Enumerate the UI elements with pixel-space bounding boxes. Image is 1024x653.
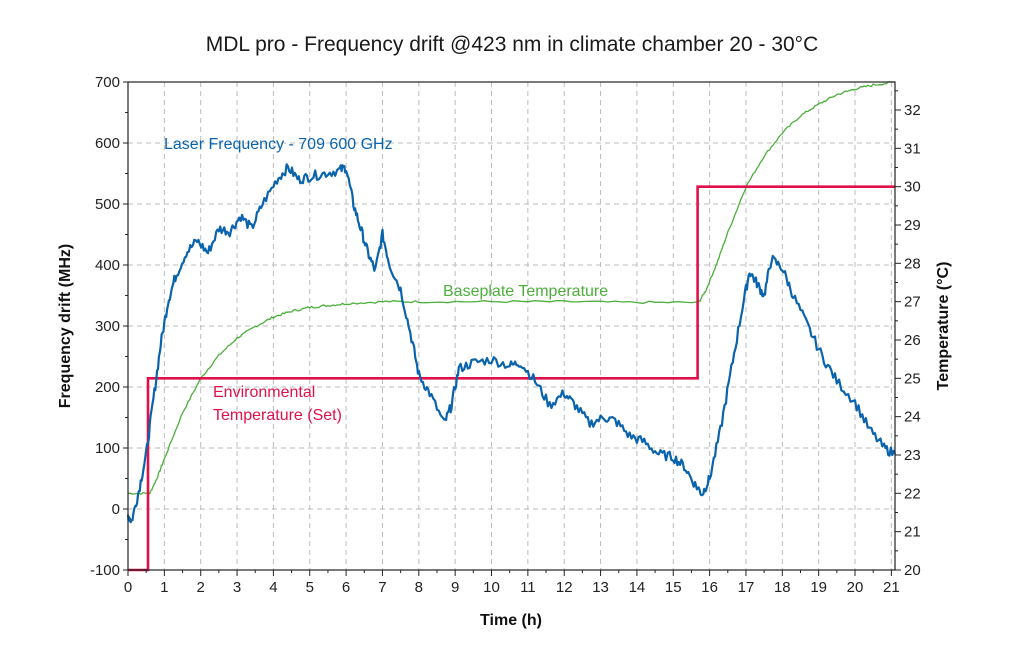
x-tick-label: 6	[342, 579, 350, 596]
y2-tick-label: 29	[904, 217, 921, 234]
chart-title: MDL pro - Frequency drift @423 nm in cli…	[206, 33, 819, 56]
y-tick-label: 700	[95, 74, 120, 91]
x-tick-label: 4	[269, 579, 277, 596]
baseplate-annotation: Baseplate Temperature	[443, 283, 608, 300]
y2-axis-label: Temperature (°C)	[935, 262, 952, 391]
y2-tick-label: 20	[904, 562, 921, 579]
x-tick-label: 9	[451, 579, 459, 596]
y-tick-label: 600	[95, 135, 120, 152]
environment-annotation-line2: Temperature (Set)	[213, 407, 342, 424]
grid	[128, 82, 895, 570]
y2-tick-label: 27	[904, 294, 921, 311]
y-tick-label: 200	[95, 379, 120, 396]
x-tick-label: 19	[810, 579, 827, 596]
x-tick-label: 21	[883, 579, 900, 596]
x-tick-label: 3	[233, 579, 241, 596]
x-tick-label: 15	[665, 579, 682, 596]
x-tick-label: 17	[738, 579, 755, 596]
y2-tick-label: 30	[904, 179, 921, 196]
x-tick-label: 0	[124, 579, 132, 596]
x-tick-label: 20	[847, 579, 864, 596]
series-environmental-temperature	[128, 185, 895, 572]
y-tick-label: 400	[95, 257, 120, 274]
x-tick-label: 13	[592, 579, 609, 596]
x-tick-label: 1	[160, 579, 168, 596]
series-laser-frequency	[126, 163, 897, 524]
y-tick-label: 500	[95, 196, 120, 213]
x-tick-label: 7	[378, 579, 386, 596]
y-tick-label: 100	[95, 440, 120, 457]
y2-tick-label: 26	[904, 332, 921, 349]
y2-tick-label: 23	[904, 447, 921, 464]
x-tick-label: 5	[306, 579, 314, 596]
y-tick-label: -100	[90, 562, 120, 579]
x-axis-label: Time (h)	[480, 612, 542, 629]
x-tick-label: 14	[629, 579, 646, 596]
x-tick-label: 11	[520, 579, 536, 596]
y2-tick-label: 28	[904, 255, 921, 272]
y2-tick-label: 22	[904, 485, 921, 502]
x-tick-label: 12	[556, 579, 573, 596]
laser-annotation: Laser Frequency - 709 600 GHz	[164, 136, 393, 153]
x-tick-label: 18	[774, 579, 791, 596]
y2-tick-label: 24	[904, 409, 921, 426]
y2-tick-label: 21	[904, 524, 921, 541]
y-tick-label: 300	[95, 318, 120, 335]
x-tick-label: 16	[701, 579, 718, 596]
y2-tick-label: 31	[904, 140, 921, 157]
series-baseplate-temperature	[127, 81, 895, 496]
y2-tick-label: 32	[904, 102, 921, 119]
y2-tick-label: 25	[904, 370, 921, 387]
x-tick-label: 2	[197, 579, 205, 596]
x-tick-label: 8	[415, 579, 423, 596]
y-tick-label: 0	[112, 501, 120, 518]
axes: 0 1 2 3 4 5 6 7 8 9 10 11 12 13 14 15 16 17 18 19 20 21-10001…	[90, 74, 921, 596]
x-tick-label: 10	[483, 579, 500, 596]
y-axis-label: Frequency drift (MHz)	[57, 244, 74, 408]
environment-annotation-line1: Environmental	[213, 384, 315, 401]
